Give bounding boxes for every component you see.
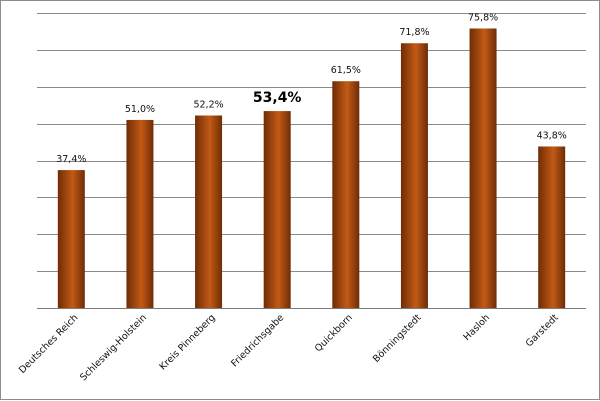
data-labels: 37,4% 51,0% 52,2% 53,4% 61,5% 71,8% 75,8% 43,8% bbox=[56, 12, 567, 165]
data-label: 37,4% bbox=[56, 154, 86, 165]
gridlines bbox=[37, 13, 586, 272]
x-tick-label: Schleswig-Holstein bbox=[78, 312, 149, 383]
bar bbox=[332, 81, 360, 308]
data-label: 52,2% bbox=[193, 100, 223, 111]
bar bbox=[400, 43, 428, 309]
x-tick-label: Friedrichsgabe bbox=[229, 312, 286, 369]
data-label: 61,5% bbox=[331, 65, 361, 76]
data-label: 53,4% bbox=[253, 90, 302, 106]
bar bbox=[126, 119, 154, 308]
x-tick-label: Quickborn bbox=[313, 312, 355, 354]
x-tick-label: Deutsches Reich bbox=[17, 312, 81, 376]
bar bbox=[538, 146, 566, 308]
data-label: 43,8% bbox=[537, 130, 567, 141]
bars bbox=[57, 28, 566, 309]
bar bbox=[195, 115, 223, 308]
x-tick-label: Hasloh bbox=[462, 312, 493, 343]
data-label: 71,8% bbox=[399, 27, 429, 38]
data-label: 51,0% bbox=[125, 104, 155, 115]
bar bbox=[469, 28, 497, 309]
data-label: 75,8% bbox=[468, 12, 498, 23]
bar bbox=[57, 170, 85, 308]
x-tick-label: Bönningstedt bbox=[371, 312, 424, 365]
x-tick-label: Garstedt bbox=[524, 312, 561, 349]
x-tick-label: Kreis Pinneberg bbox=[158, 312, 218, 372]
bar bbox=[263, 111, 291, 309]
